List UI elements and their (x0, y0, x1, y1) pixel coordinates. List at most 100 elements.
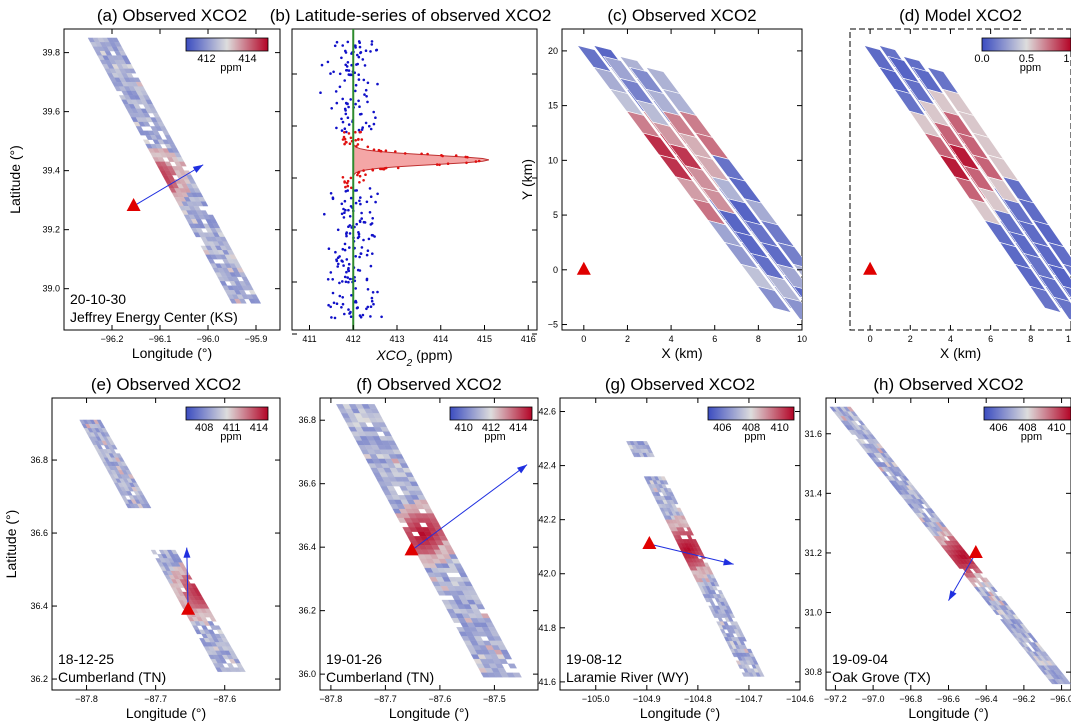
series-point (335, 126, 338, 130)
colorbar-unit: ppm (1021, 431, 1042, 443)
series-point (347, 308, 350, 311)
series-point (371, 252, 374, 255)
series-point (346, 102, 349, 105)
series-point (376, 192, 379, 196)
series-point (375, 48, 379, 52)
plot-frame (291, 28, 538, 331)
swath-cell (248, 290, 257, 295)
series-point (372, 302, 375, 306)
series-point (355, 222, 359, 226)
swath-cell (241, 276, 250, 282)
colorbar (449, 406, 533, 421)
series-point (332, 70, 335, 74)
y-tick-label: 39.6 (42, 107, 60, 117)
swath-cell (120, 495, 128, 500)
panel-c: 0 2 4 6 8 10 −5 0 5 10 15 20 (c) Observed XCO2 X (km)… (519, 6, 807, 361)
series-point (366, 305, 370, 309)
series-point (341, 247, 345, 251)
swath-cell (424, 508, 434, 514)
series-point (359, 196, 362, 199)
series-point (357, 55, 361, 59)
swath-cell (672, 499, 679, 505)
series-point (348, 142, 352, 145)
source-marker (968, 544, 983, 558)
series-point (379, 149, 382, 153)
series-point (329, 72, 332, 75)
series-point (348, 73, 352, 77)
series-point (341, 97, 345, 101)
wind-arrow (649, 543, 734, 565)
series-point (347, 105, 350, 109)
series-point (370, 43, 374, 46)
swath-cell (382, 431, 392, 437)
series-point (341, 176, 345, 179)
series-point (438, 163, 441, 167)
wind-arrow (186, 547, 189, 610)
series-point (367, 237, 371, 241)
plot-frame (63, 28, 281, 331)
x-tick-label: −87.5 (483, 694, 506, 704)
annotation-date: 18-12-25 (58, 651, 114, 667)
panel-title: (c) Observed XCO2 (607, 6, 756, 25)
series-point (326, 278, 330, 281)
colorbar (185, 37, 269, 52)
series-point (347, 123, 351, 126)
series-point (354, 201, 358, 205)
plot-frame (561, 28, 803, 331)
swath-cell (150, 549, 158, 555)
series-point (346, 276, 350, 279)
swath-cell (709, 601, 716, 607)
swath-cell (207, 259, 216, 264)
series-point (335, 40, 339, 44)
series-point (355, 63, 358, 66)
series-point (359, 130, 363, 134)
colorbar-tick-label: 410 (770, 422, 788, 434)
colorbar-tick-label: 0.0 (974, 53, 989, 65)
series-point (331, 291, 335, 295)
y-tick-label: 15 (548, 101, 558, 111)
series-point (346, 61, 350, 64)
swath-cell (1047, 263, 1071, 289)
plot-frame (51, 397, 281, 691)
series-point (347, 268, 350, 272)
x-axis-label: XCO2 (ppm) (375, 347, 452, 369)
series-point (369, 195, 373, 198)
series-point (374, 200, 377, 204)
panel-title: (b) Latitude-series of observed XCO2 (270, 6, 552, 25)
series-point (345, 69, 348, 72)
y-tick-label: 31.2 (804, 548, 822, 558)
x-tick-label: −87.8 (320, 694, 343, 704)
x-tick-label: 10 (1066, 334, 1071, 344)
series-point (363, 221, 367, 224)
series-point (329, 192, 333, 195)
series-point (357, 128, 361, 132)
wind-arrow-head (192, 164, 204, 173)
series-point (361, 58, 365, 61)
x-tick-label: 416 (521, 334, 536, 344)
colorbar-tick-label: 414 (238, 53, 256, 65)
y-tick-label: 41.8 (538, 623, 556, 633)
series-point (370, 222, 374, 225)
y-tick-label: 36.8 (298, 415, 316, 425)
series-point (344, 208, 347, 212)
series-point (344, 63, 348, 67)
swath-cell (238, 298, 247, 304)
series-points (319, 40, 490, 320)
series-point (358, 105, 361, 108)
annotation-site: Laramie River (WY) (566, 669, 689, 685)
series-point (368, 124, 371, 128)
series-point (338, 294, 342, 298)
series-point (362, 179, 365, 182)
series-point (331, 196, 335, 199)
y-tick-label: 36.4 (30, 601, 48, 611)
x-tick-label: −104.7 (735, 694, 763, 704)
colorbar-tick-label: 406 (989, 422, 1007, 434)
series-point (362, 238, 365, 242)
y-axis-label: Latitude (°) (7, 145, 23, 214)
series-point (369, 305, 373, 309)
series-point (344, 140, 348, 144)
series-point (357, 235, 361, 238)
series-point (343, 275, 347, 279)
swath-cell (226, 663, 235, 668)
x-axis-label: Longitude (°) (389, 705, 469, 721)
